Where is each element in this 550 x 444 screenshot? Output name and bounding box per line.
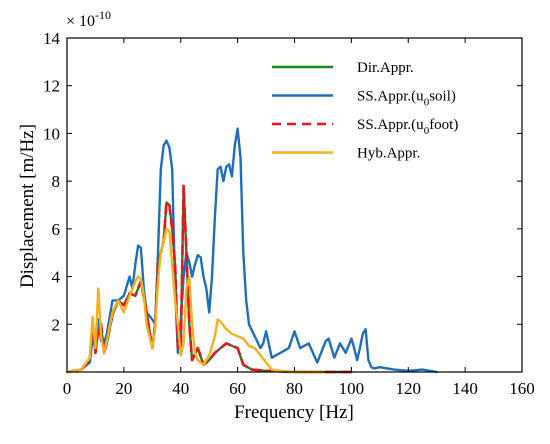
x-tick-label: 80 (286, 379, 303, 398)
series-line-2 (65, 127, 438, 374)
y-scale-exponent: × 10-10 (66, 8, 111, 30)
x-tick-label: 0 (63, 379, 72, 398)
legend: Dir.Appr. SS.Appr.(u0soil) SS.Appr.(u0foot… (272, 60, 458, 162)
x-tick-label: 20 (115, 379, 132, 398)
y-tick-label: 8 (52, 172, 61, 191)
x-tick-label: 140 (452, 379, 478, 398)
x-tick-label: 40 (172, 379, 189, 398)
y-tick-label: 6 (52, 220, 61, 239)
y-tick-label: 12 (43, 77, 60, 96)
y-scale-factor: × 10 (66, 13, 95, 30)
tick-labels: 0 20 40 60 80 100 120 140 160 2 4 6 8 10 12 14 (43, 29, 535, 398)
x-tick-label: 120 (396, 379, 422, 398)
legend-label-4: Hyb.Appr. (357, 146, 420, 162)
y-tick-label: 4 (52, 268, 61, 287)
axis-ticks (66, 37, 523, 372)
legend-label-3: SS.Appr.(u0foot) (357, 117, 458, 137)
x-axis-label: Frequency [Hz] (234, 402, 354, 423)
x-tick-label: 100 (339, 379, 365, 398)
plot-lines (65, 127, 438, 374)
y-tick-label: 10 (43, 124, 60, 143)
y-tick-label: 2 (52, 315, 61, 334)
x-tick-label: 60 (229, 379, 246, 398)
legend-label-1: Dir.Appr. (357, 60, 414, 76)
legend-label-2: SS.Appr.(u0soil) (357, 89, 456, 109)
series-line-4 (65, 227, 325, 374)
y-axis-label: Displacement [m/Hz] (17, 124, 38, 288)
y-scale-exponent-value: -10 (95, 8, 111, 22)
y-tick-label: 14 (43, 29, 61, 48)
x-tick-label: 160 (509, 379, 535, 398)
